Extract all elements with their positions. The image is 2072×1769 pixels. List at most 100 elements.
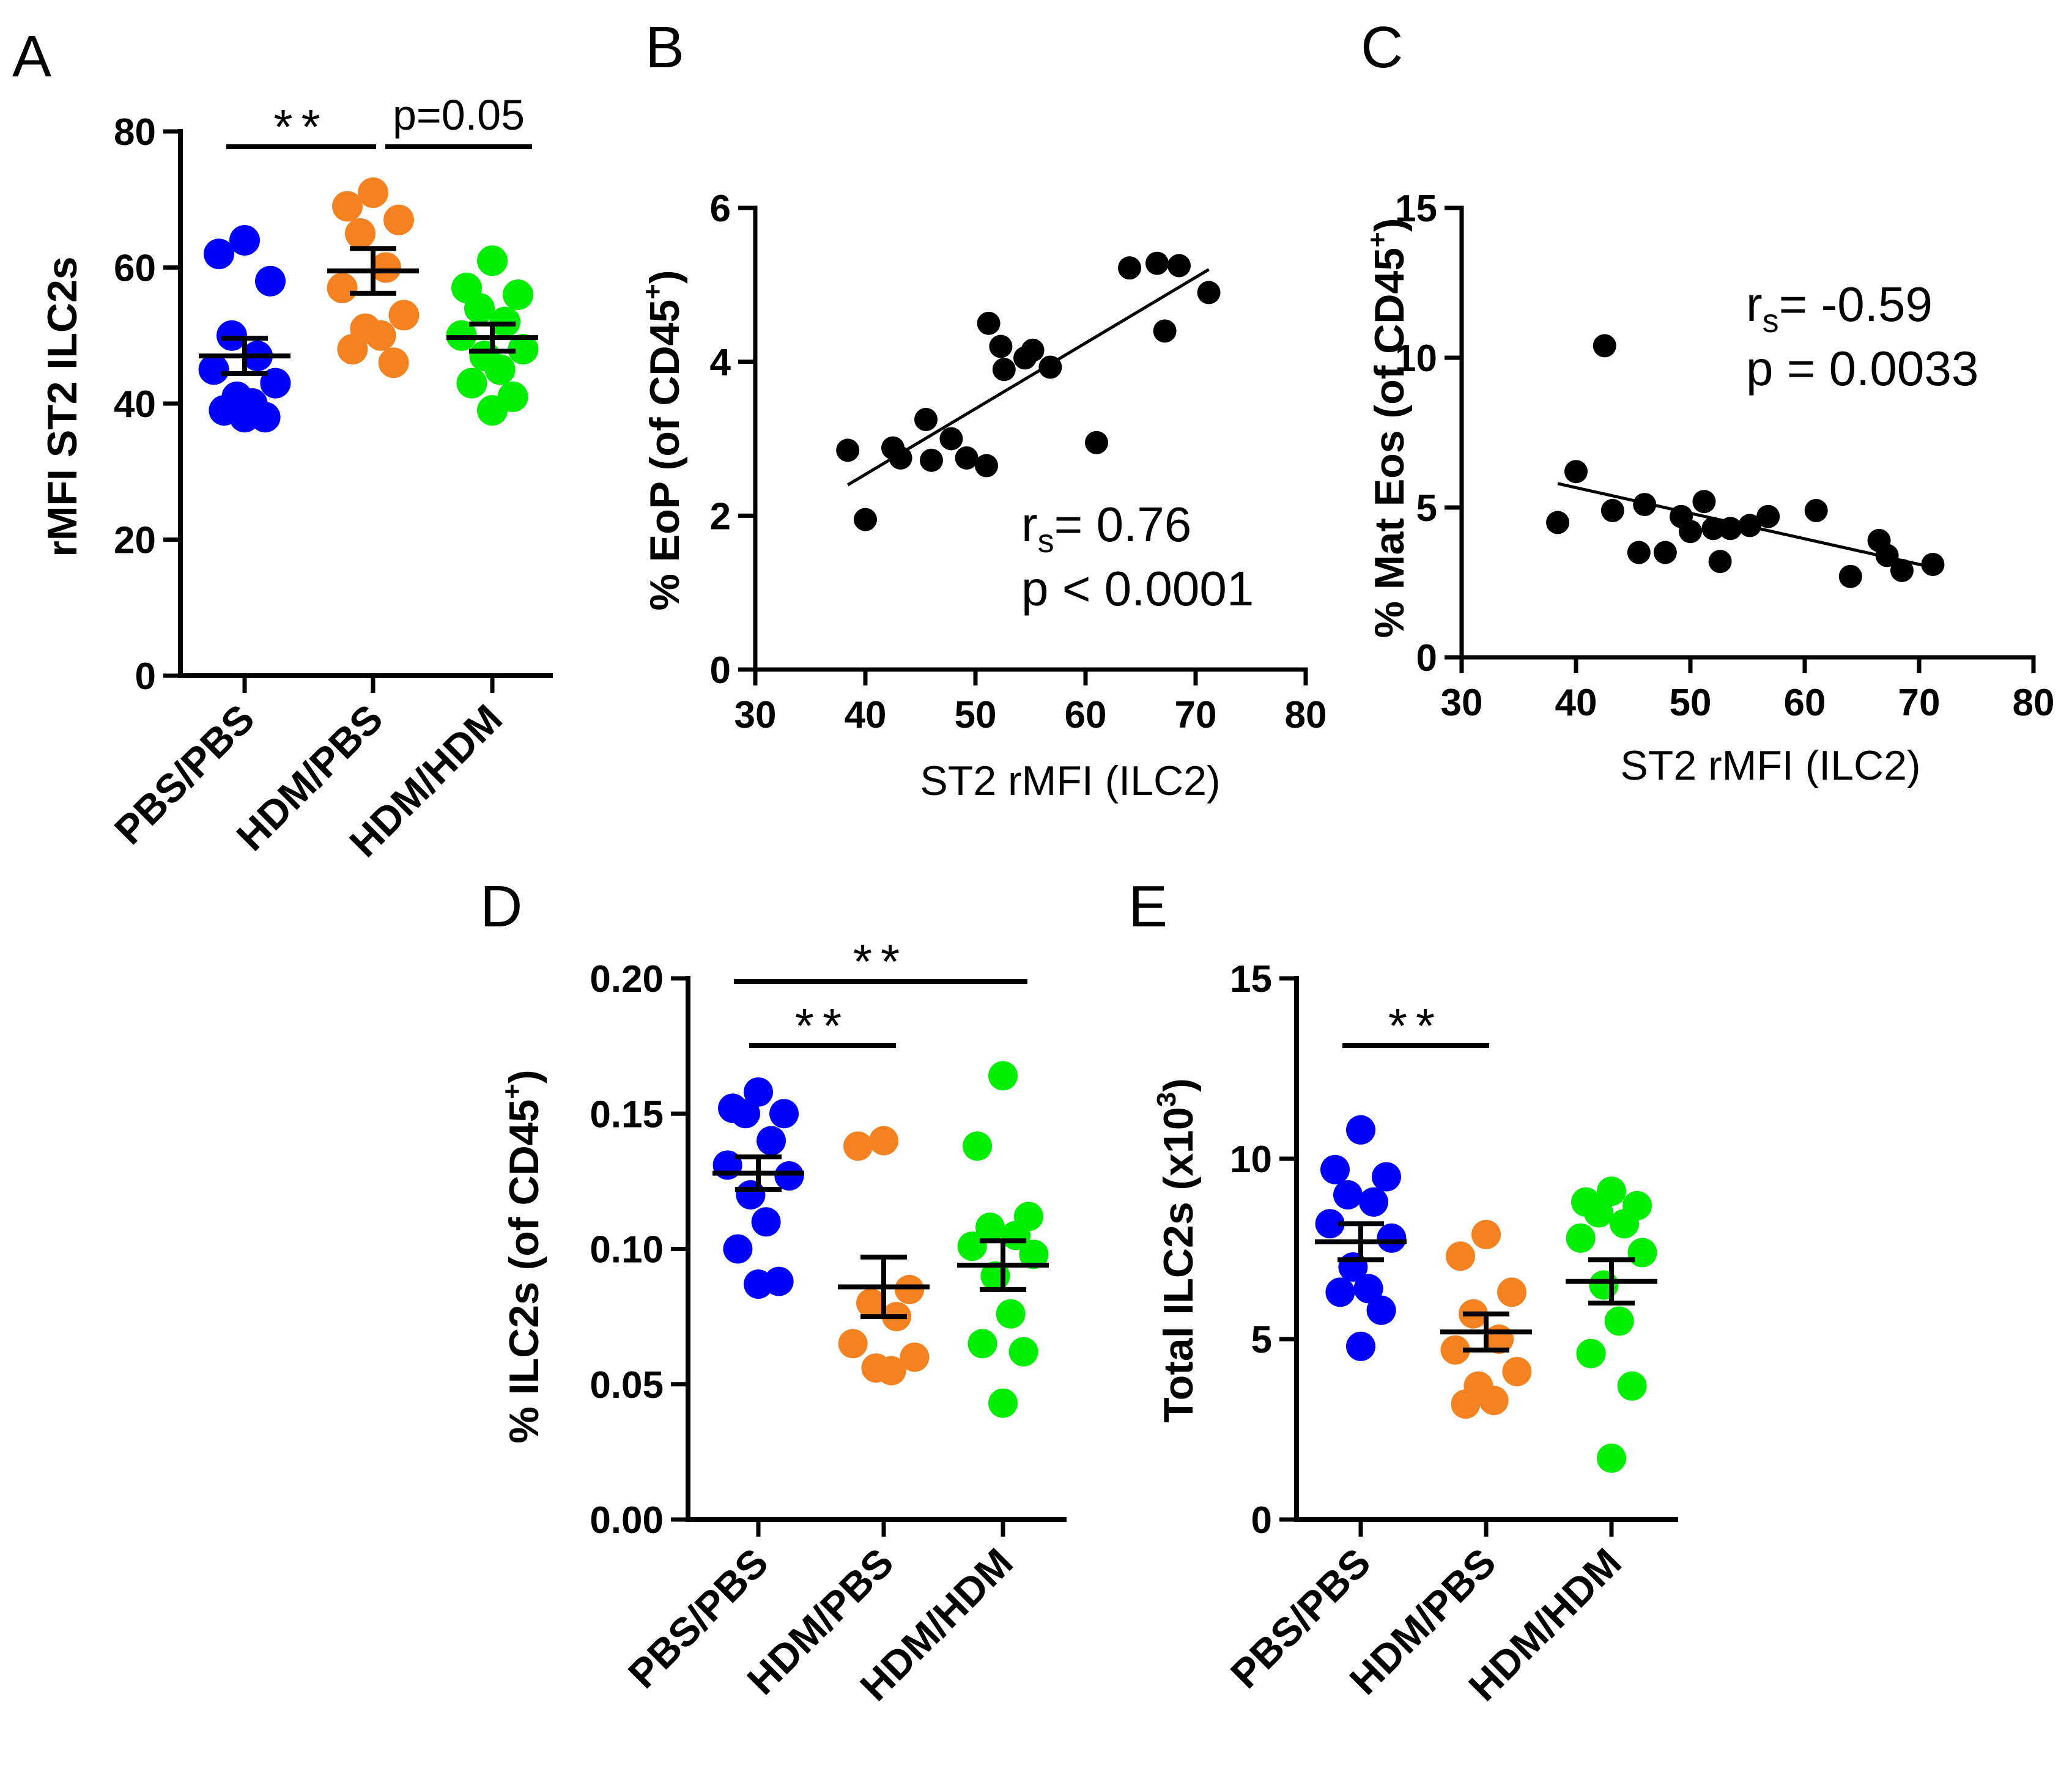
panel-b-x-tick-label: 70 [1175, 694, 1217, 736]
panel-e-y-tick-label: 0 [1251, 1499, 1272, 1542]
panel-c: C % Mat Eos (of CD45+) ST2 rMFI (ILC2) 0… [1361, 15, 2054, 789]
panel-e-point [1589, 1270, 1619, 1300]
panel-c-point [1627, 541, 1651, 564]
panel-a-point [484, 354, 516, 385]
panel-d-point [975, 1213, 1005, 1243]
panel-b-y-axis-title: % EoP (of CD45+) [638, 270, 688, 610]
panel-a-point [327, 272, 358, 303]
panel-a-point [345, 218, 376, 249]
panel-e-label: E [1128, 874, 1167, 939]
panel-d-point [1019, 1239, 1049, 1269]
panel-d-point [869, 1126, 898, 1156]
panel-e-point [1471, 1219, 1501, 1249]
panel-e-point [1333, 1180, 1363, 1209]
panel-b-p-value: p < 0.0001 [1021, 561, 1254, 616]
panel-c-x-tick-label: 50 [1670, 682, 1712, 724]
panel-c-x-tick-label: 80 [2013, 682, 2055, 724]
panel-e-point [1320, 1154, 1350, 1184]
panel-d-point [876, 1356, 906, 1386]
panel-d-point [996, 1299, 1026, 1329]
panel-b-point [977, 311, 1001, 335]
panel-b-point [939, 427, 963, 451]
panel-d-point [988, 1388, 1018, 1418]
panel-c-x-tick-label: 60 [1784, 682, 1826, 724]
panel-b-point [854, 508, 877, 531]
panel-b-y-axis-title-main: % EoP (of CD45 [642, 300, 688, 611]
panel-b-rs-label: rs= 0.76 [1021, 497, 1191, 560]
panel-e-point [1479, 1386, 1509, 1416]
panel-e-point [1627, 1238, 1657, 1268]
panel-c-point [1593, 334, 1616, 358]
panel-a-point [383, 204, 414, 235]
panel-c-y-tick-label: 0 [1416, 637, 1437, 679]
panel-b-point [989, 334, 1013, 358]
panel-d-point [744, 1269, 773, 1299]
panel-c-point [1890, 558, 1914, 582]
panel-b-y-ticks: 0 2 4 6 [710, 188, 755, 692]
panel-a-significance-label: ** [273, 100, 328, 154]
panel-c-point [1804, 498, 1828, 522]
panel-e-point [1610, 1209, 1639, 1239]
panel-d-y-axis-title: % ILC2s (of CD45+) [497, 1069, 547, 1443]
panel-d-point [900, 1342, 930, 1372]
panel-b-x-tick-label: 60 [1065, 694, 1107, 736]
panel-a-y-tick-label: 40 [114, 383, 156, 426]
panel-b: B % EoP (of CD45+) ST2 rMFI (ILC2) 0246 … [638, 15, 1326, 804]
panel-b-point [920, 448, 943, 472]
panel-a-point [503, 279, 533, 310]
panel-c-p-value: p = 0.0033 [1746, 341, 1978, 396]
panel-a-point [332, 191, 363, 222]
panel-b-x-tick-label: 50 [955, 694, 997, 736]
panel-b-point [1167, 254, 1191, 278]
panel-d-point [843, 1131, 873, 1161]
panel-b-point [1153, 319, 1177, 343]
panel-a-point [337, 334, 368, 364]
panel-c-y-axis-title-sup: + [1363, 232, 1393, 248]
panel-a-y-ticks: 0 20 40 60 80 [114, 111, 180, 698]
panel-d-point [856, 1288, 886, 1318]
panel-b-axis-line [753, 205, 1308, 672]
panel-b-y-axis-title-close: ) [642, 270, 688, 284]
panel-d: D % ILC2s (of CD45+) 0.00 0.05 0.10 0.15 0.2… [480, 874, 1067, 1709]
panel-b-point [889, 446, 912, 470]
panel-a-mean-sem [199, 246, 538, 377]
panel-c-point [1564, 460, 1588, 484]
panel-e-point [1576, 1339, 1606, 1368]
panel-d-point [744, 1077, 773, 1107]
panel-c-x-tick-label: 30 [1441, 682, 1483, 724]
panel-e-y-tick-label: 10 [1230, 1139, 1272, 1181]
panel-d-point [731, 1099, 760, 1129]
panel-c-y-axis-title-close: ) [1366, 218, 1413, 232]
panel-e-point [1617, 1371, 1647, 1401]
panel-e-y-axis-title-main: Total ILC2s (x10 [1155, 1107, 1202, 1422]
panel-a-point [464, 293, 495, 324]
panel-d-y-tick-label: 0.20 [590, 958, 664, 1000]
panel-e-point [1566, 1223, 1596, 1253]
panel-c-y-axis-title: % Mat Eos (of CD45+) [1363, 218, 1413, 638]
panel-b-point [1145, 251, 1169, 275]
panel-d-y-tick-label: 0.05 [590, 1364, 664, 1406]
panel-b-x-tick-label: 30 [734, 694, 777, 736]
panel-c-point [1875, 544, 1899, 567]
panel-c-point [1708, 550, 1732, 574]
panel-d-point [723, 1234, 753, 1264]
panel-c-label: C [1361, 15, 1403, 80]
panel-d-label: D [480, 874, 522, 939]
panel-a-y-tick-label: 20 [114, 520, 156, 562]
panel-c-y-tick-label: 10 [1395, 338, 1437, 380]
panel-c-x-tick-label: 70 [1898, 682, 1941, 724]
panel-e-mean-sem [1315, 1221, 1657, 1353]
panel-c-rs-value: = -0.59 [1779, 277, 1933, 331]
panel-e-y-axis-title-close: ) [1155, 1078, 1202, 1092]
panel-b-point [1197, 281, 1221, 305]
panel-e-y-tick-label: 15 [1230, 958, 1272, 1000]
panel-b-rs-r: r [1021, 497, 1038, 552]
panel-e-point [1584, 1198, 1613, 1228]
panel-a-point [456, 367, 487, 399]
panel-b-rs-value: = 0.76 [1054, 497, 1192, 552]
panel-a-y-tick-label: 60 [114, 248, 156, 290]
